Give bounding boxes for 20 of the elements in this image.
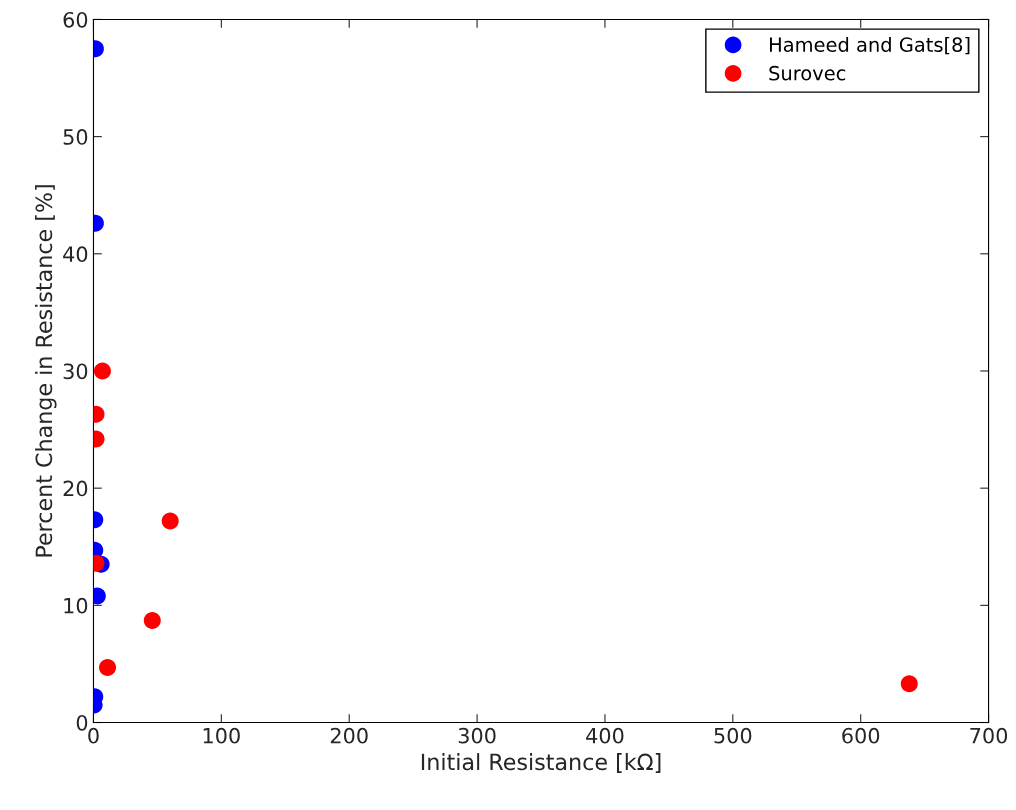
y-tick-label: 0 [76, 714, 88, 731]
y-tick-label: 50 [63, 129, 88, 145]
y-tick-label: 10 [64, 597, 88, 614]
x-tick-label: 300 [458, 727, 496, 744]
x-tick-label: 500 [714, 727, 752, 744]
legend-label: Surovec [769, 65, 846, 81]
x-tick-label: 600 [842, 727, 880, 744]
x-tick-label: 700 [970, 727, 1008, 744]
x-tick-label: 400 [586, 727, 624, 744]
x-tick-label: 100 [203, 727, 240, 744]
y-tick-label: 20 [63, 480, 88, 497]
x-axis-title: Initial Resistance [kΩ] [421, 753, 661, 773]
y-axis-title: Percent Change in Resistance [%] [35, 185, 57, 557]
x-tick-label: 200 [330, 727, 368, 744]
legend-label: Hameed and Gats[8] [770, 36, 970, 55]
y-tick-label: 40 [63, 246, 88, 263]
point [900, 675, 918, 693]
x-tick-label: 0 [88, 727, 99, 744]
y-tick-label: 60 [63, 11, 88, 28]
y-tick-label: 30 [63, 363, 88, 380]
